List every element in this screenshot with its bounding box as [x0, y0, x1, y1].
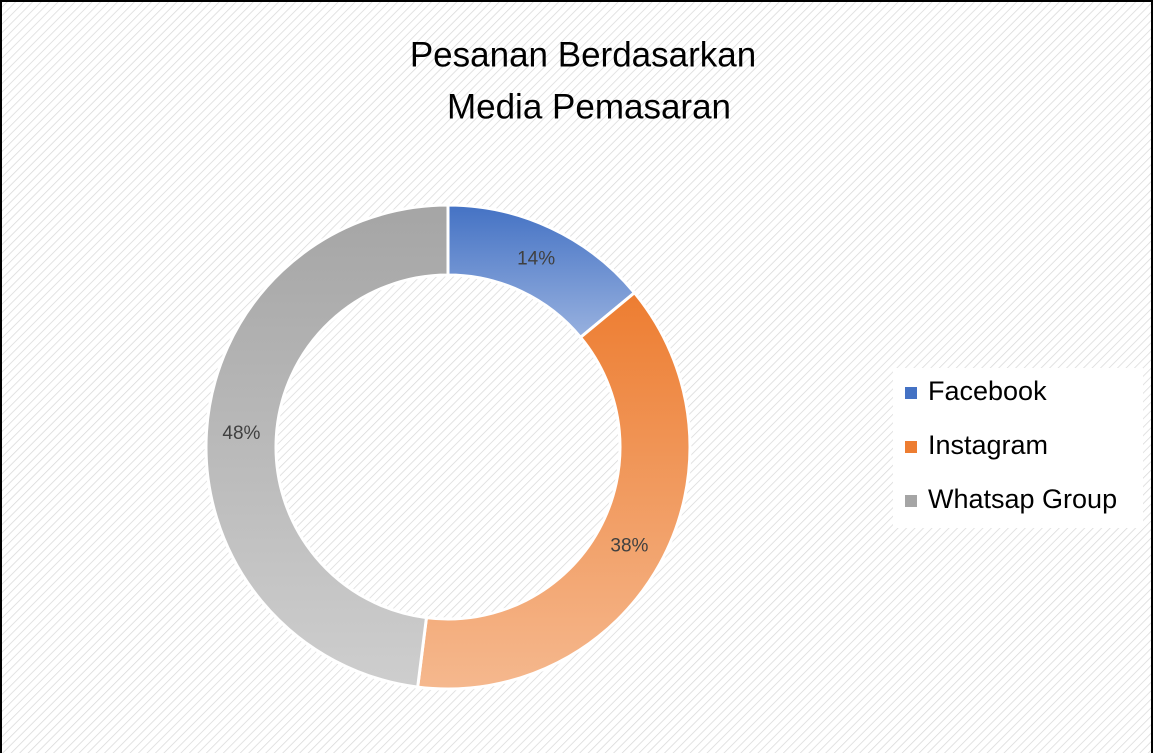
- legend-swatch: [905, 387, 917, 399]
- legend-label: Whatsap Group: [928, 484, 1117, 514]
- legend-background: [893, 368, 1143, 528]
- chart-title: Pesanan Berdasarkan: [410, 35, 756, 74]
- data-label: 38%: [610, 536, 648, 557]
- donut-slice: [415, 290, 692, 691]
- legend-swatch: [905, 441, 917, 453]
- legend-swatch: [905, 495, 917, 507]
- legend-label: Facebook: [928, 376, 1047, 406]
- data-label: 48%: [222, 423, 260, 444]
- legend-label: Instagram: [928, 430, 1048, 460]
- chart-title: Media Pemasaran: [447, 87, 731, 126]
- donut-slice: [204, 203, 450, 689]
- data-label: 14%: [517, 249, 555, 270]
